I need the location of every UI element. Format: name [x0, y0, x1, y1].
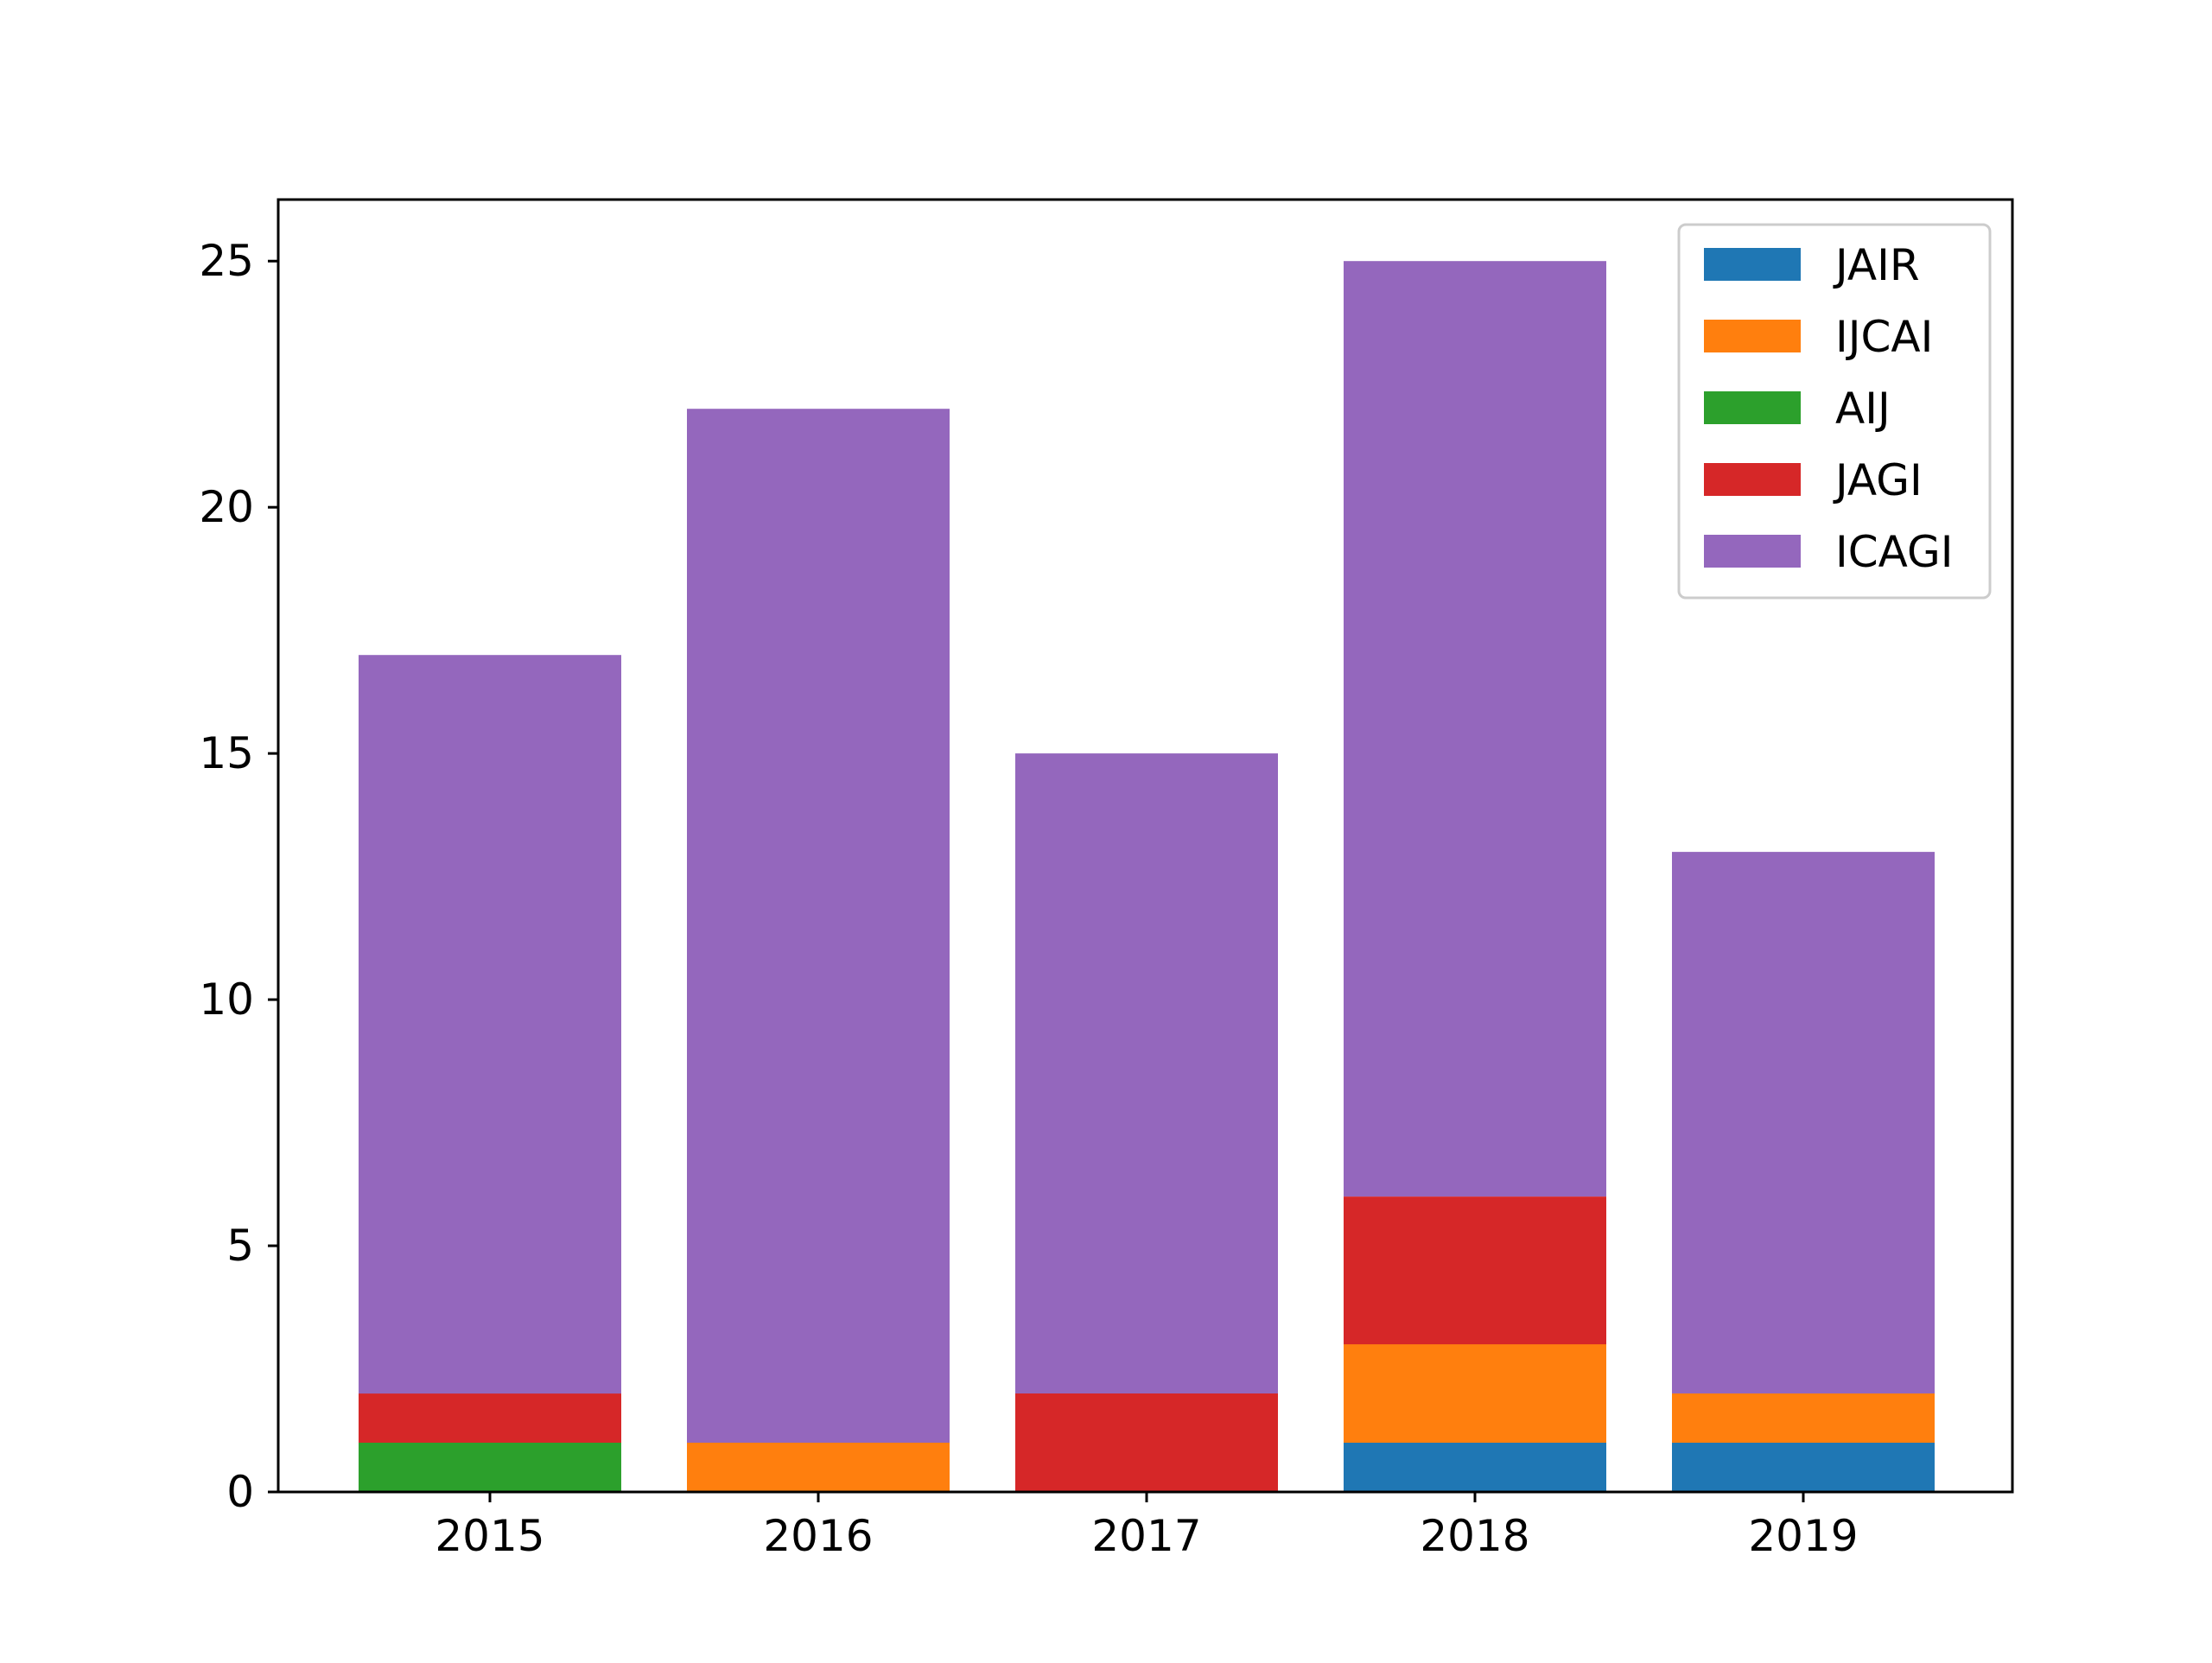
legend-swatch-jair [1704, 248, 1801, 281]
bar-jair-2019 [1672, 1443, 1935, 1492]
legend-swatch-aij [1704, 391, 1801, 424]
legend: JAIR IJCAI AIJ JAGI ICAGI [1677, 223, 1992, 600]
x-tick-label: 2017 [1091, 1511, 1201, 1561]
bar-jagi-2017 [1015, 1393, 1278, 1492]
legend-label-icagi: ICAGI [1835, 527, 1953, 577]
y-tick-label: 20 [199, 482, 254, 532]
x-axis: 2015 2016 2017 2018 2019 [435, 1492, 1859, 1561]
bar-ijcai-2019 [1672, 1393, 1935, 1443]
x-tick-label: 2019 [1748, 1511, 1858, 1561]
bar-jagi-2015 [359, 1393, 621, 1443]
y-tick-label: 25 [199, 236, 254, 286]
bar-icagi-2017 [1015, 753, 1278, 1393]
bar-aij-2015 [359, 1443, 621, 1492]
legend-label-jair: JAIR [1833, 240, 1920, 290]
y-tick-label: 0 [226, 1467, 254, 1517]
legend-label-jagi: JAGI [1833, 455, 1923, 505]
legend-swatch-ijcai [1704, 320, 1801, 352]
x-tick-label: 2015 [435, 1511, 544, 1561]
legend-swatch-icagi [1704, 535, 1801, 568]
bar-jagi-2018 [1344, 1196, 1606, 1345]
x-tick-label: 2016 [763, 1511, 873, 1561]
bar-ijcai-2016 [687, 1443, 950, 1492]
y-tick-label: 15 [199, 728, 254, 778]
bar-jair-2018 [1344, 1443, 1606, 1492]
legend-box [1677, 223, 1992, 600]
bar-icagi-2016 [687, 409, 950, 1444]
bar-ijcai-2018 [1344, 1344, 1606, 1443]
legend-label-ijcai: IJCAI [1835, 312, 1933, 362]
bar-icagi-2015 [359, 655, 621, 1394]
x-tick-label: 2018 [1420, 1511, 1529, 1561]
y-tick-label: 10 [199, 974, 254, 1025]
y-axis: 0 5 10 15 20 25 [199, 236, 278, 1517]
legend-swatch-jagi [1704, 463, 1801, 496]
y-tick-label: 5 [226, 1221, 254, 1271]
legend-label-aij: AIJ [1835, 384, 1891, 434]
bars-layer [359, 261, 1935, 1492]
bar-icagi-2019 [1672, 852, 1935, 1393]
bar-icagi-2018 [1344, 261, 1606, 1197]
